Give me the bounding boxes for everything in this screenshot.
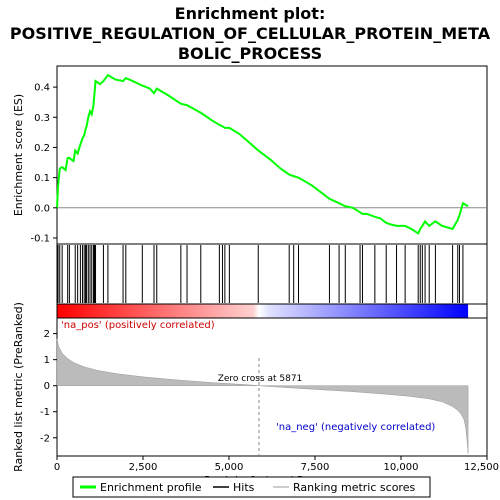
chart-title-line-2: POSITIVE_REGULATION_OF_CELLULAR_PROTEIN_… [10, 24, 491, 43]
metric-y-tick-label-0: -2 [40, 433, 50, 444]
axes: -0.1 0.0 0.1 0.2 0.3 0.4 -2 -1 0 1 2 0 2,500 5,000 7,5… [30, 83, 499, 473]
metric-area-fill [56, 338, 469, 454]
metric-y-tick-label-2: 0 [44, 381, 50, 392]
negative-correlation-label: 'na_neg' (negatively correlated) [276, 422, 435, 433]
x-tick-label-3: 7,500 [301, 462, 330, 473]
positive-correlation-label: 'na_pos' (positively correlated) [61, 320, 215, 331]
hits-panel [56, 243, 488, 305]
x-tick-label-5: 12,500 [464, 462, 499, 473]
legend-hits-label: Hits [233, 481, 255, 494]
rank-color-bar-gradient [57, 304, 469, 318]
metric-y-tick-label-3: 1 [44, 355, 50, 366]
es-y-axis-label: Enrichment score (ES) [12, 94, 25, 216]
metric-y-tick-label-1: -1 [40, 407, 50, 418]
es-y-tick-label-1: 0.0 [34, 203, 50, 214]
metric-y-axis-label: Ranked list metric (PreRanked) [12, 302, 25, 472]
legend-metric-label: Ranking metric scores [293, 481, 415, 494]
es-profile-line [56, 73, 469, 235]
es-y-tick-label-3: 0.2 [34, 143, 50, 154]
rank-color-bar-fill [57, 304, 469, 318]
es-y-tick-label-5: 0.4 [34, 83, 50, 94]
es-profile [56, 73, 487, 235]
x-tick-label-4: 10,000 [384, 462, 419, 473]
hit-markers [57, 245, 464, 303]
metric-area [56, 338, 469, 456]
es-y-tick-label-0: -0.1 [30, 233, 50, 244]
legend-enrichment-label: Enrichment profile [100, 481, 202, 494]
chart-title-line-3: BOLIC_PROCESS [178, 44, 322, 63]
x-tick-label-1: 2,500 [129, 462, 158, 473]
x-tick-label-0: 0 [54, 462, 60, 473]
es-y-tick-label-2: 0.1 [34, 173, 50, 184]
legend-box [72, 476, 431, 498]
zero-cross-label: Zero cross at 5871 [218, 374, 303, 384]
legend: Enrichment profile Hits Ranking metric s… [72, 476, 431, 498]
es-y-tick-label-4: 0.3 [34, 113, 50, 124]
chart-title-line-1: Enrichment plot: [175, 4, 326, 23]
es-panel [56, 65, 488, 245]
metric-y-tick-label-4: 2 [44, 329, 50, 340]
x-tick-label-2: 5,000 [215, 462, 244, 473]
